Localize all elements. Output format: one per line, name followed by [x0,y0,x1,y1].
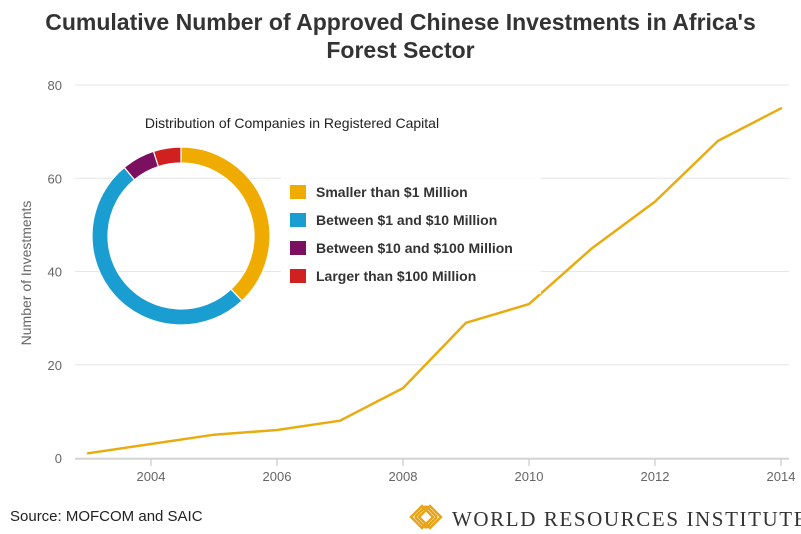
y-axis-label: Number of Investments [18,201,34,346]
legend-swatch [290,269,306,283]
donut-legend: Smaller than $1 Million Between $1 and $1… [281,170,541,294]
source-note: Source: MOFCOM and SAIC [10,508,203,525]
legend-swatch [290,241,306,255]
donut-chart [91,146,271,326]
wri-emblem-icon [409,504,443,530]
legend-background [281,170,541,294]
donut-slice [180,146,271,302]
legend-label: Between $10 and $100 Million [316,240,513,256]
x-tick-labels: 2004 2006 2008 2010 2012 2014 [137,459,796,484]
y-tick-label: 80 [48,78,62,93]
legend-swatch [290,185,306,199]
y-tick-label: 60 [48,171,62,186]
chart-title-line-2: Forest Sector [326,37,475,63]
data-point [590,246,594,250]
data-point [464,321,468,325]
y-tick-labels: 0 20 40 60 80 [48,78,62,466]
x-tick-label: 2006 [263,469,292,484]
y-tick-label: 0 [55,451,62,466]
y-tick-label: 20 [48,358,62,373]
x-tick-label: 2004 [137,469,166,484]
x-tick-label: 2010 [515,469,544,484]
legend-label: Smaller than $1 Million [316,184,468,200]
data-point [149,442,153,446]
series-line [86,107,783,455]
data-point [338,419,342,423]
data-point [653,200,657,204]
chart-title-line-1: Cumulative Number of Approved Chinese In… [45,9,756,35]
chart-title: Cumulative Number of Approved Chinese In… [0,8,801,64]
data-point [275,428,279,432]
data-point [716,139,720,143]
legend-label: Larger than $100 Million [316,268,476,284]
donut-title: Distribution of Companies in Registered … [145,115,439,131]
data-point [779,106,783,110]
y-tick-label: 40 [48,265,62,280]
data-point [401,386,405,390]
wri-logo: WORLD RESOURCES INSTITUTE [408,500,801,534]
legend-swatch [290,213,306,227]
x-tick-label: 2014 [767,469,796,484]
donut-slice [152,146,182,168]
line-series [86,106,783,455]
legend-label: Between $1 and $10 Million [316,212,497,228]
donut-slice [91,166,243,326]
wri-logo-text: WORLD RESOURCES INSTITUTE [452,507,801,531]
data-point [86,451,90,455]
data-point [212,433,216,437]
x-tick-label: 2008 [389,469,418,484]
data-point [527,302,531,306]
x-tick-label: 2012 [641,469,670,484]
